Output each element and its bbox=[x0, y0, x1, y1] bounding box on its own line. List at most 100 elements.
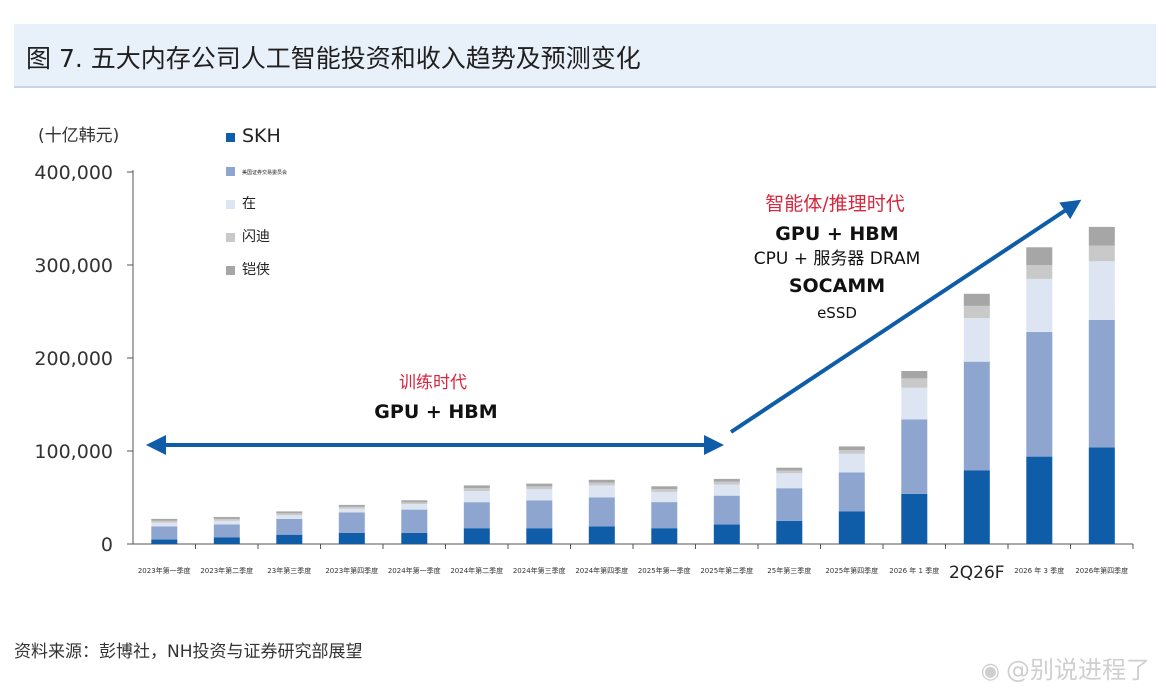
figure-title: 图 7. 五大内存公司人工智能投资和收入趋势及预测变化 bbox=[26, 44, 641, 73]
bar-segment bbox=[776, 520, 803, 545]
bar-segment bbox=[901, 371, 928, 379]
bar-segment bbox=[1088, 226, 1115, 246]
x-tick-label: 2024年第二季度 bbox=[450, 566, 503, 575]
bar-segment bbox=[776, 467, 803, 471]
bar-segment bbox=[651, 528, 678, 544]
bar-segment bbox=[213, 524, 240, 538]
bar-segment bbox=[651, 489, 678, 492]
bar-segment bbox=[276, 513, 303, 516]
legend-swatch bbox=[226, 167, 235, 176]
bar-segment bbox=[713, 484, 740, 496]
bar-segment bbox=[1088, 319, 1115, 448]
bar-segment bbox=[276, 511, 303, 514]
training-tech-label: GPU + HBM bbox=[374, 401, 497, 423]
legend-label: 铠侠 bbox=[242, 262, 270, 278]
bar-segment bbox=[838, 446, 865, 451]
x-tick-label: 2025年第一季度 bbox=[638, 566, 691, 575]
legend-swatch bbox=[226, 133, 235, 142]
bar-segment bbox=[151, 539, 178, 544]
bar-segment bbox=[963, 305, 990, 318]
y-tick-label: 0 bbox=[101, 534, 113, 556]
bar-segment bbox=[401, 532, 428, 544]
x-tick-label: 2023年第二季度 bbox=[200, 566, 253, 575]
bar-segment bbox=[1026, 332, 1053, 457]
x-tick-label: 2024年第四季度 bbox=[575, 566, 628, 575]
bar-segment bbox=[713, 478, 740, 482]
bar-segment bbox=[463, 488, 490, 491]
watermark-text: @别说进程了 bbox=[1006, 656, 1150, 684]
y-tick-label: 300,000 bbox=[34, 255, 113, 277]
bar-segment bbox=[463, 502, 490, 529]
bar-segment bbox=[713, 495, 740, 525]
x-tick-label: 2026 年 3 季度 bbox=[1014, 566, 1064, 575]
bar-segment bbox=[276, 534, 303, 544]
bar-segment bbox=[276, 518, 303, 535]
bar-segment bbox=[338, 508, 365, 513]
bar-segment bbox=[838, 450, 865, 454]
bar-segment bbox=[838, 511, 865, 544]
agent-tech-label: GPU + HBM bbox=[775, 223, 898, 245]
legend-label: SKH bbox=[242, 125, 281, 147]
training-era-label: 训练时代 bbox=[399, 373, 467, 393]
bar-segment bbox=[213, 520, 240, 525]
x-tick-label: 25年第三季度 bbox=[767, 566, 811, 575]
x-tick-label: 2024年第一季度 bbox=[388, 566, 441, 575]
bar-segment bbox=[776, 473, 803, 489]
bar-segment bbox=[838, 453, 865, 473]
agent-era-arrow bbox=[729, 199, 1082, 434]
bar-segment bbox=[151, 518, 178, 521]
bar-segment bbox=[776, 488, 803, 521]
watermark: ◉ @别说进程了 bbox=[981, 650, 1150, 685]
agent-era-label: 智能体/推理时代 bbox=[765, 193, 904, 215]
bar-segment bbox=[588, 526, 615, 544]
bar-segment bbox=[401, 502, 428, 504]
agent-tech-label: SOCAMM bbox=[789, 275, 885, 297]
agent-tech-label: CPU + 服务器 DRAM bbox=[754, 249, 921, 269]
y-tick-label: 400,000 bbox=[34, 162, 113, 184]
legend-label: 美国证券交易委员会 bbox=[242, 170, 288, 176]
x-tick-label: 2025年第二季度 bbox=[700, 566, 753, 575]
bar-segment bbox=[338, 532, 365, 544]
bar-segment bbox=[1088, 261, 1115, 320]
x-tick-label: 2023年第一季度 bbox=[138, 566, 191, 575]
bar-segment bbox=[651, 502, 678, 529]
bar-segment bbox=[901, 493, 928, 544]
legend-label: 闪迪 bbox=[242, 229, 270, 245]
legend-swatch bbox=[226, 233, 235, 242]
bar-segment bbox=[526, 500, 553, 529]
x-tick-label: 2026 年 1 季度 bbox=[889, 566, 939, 575]
bar-segment bbox=[463, 485, 490, 489]
bar-segment bbox=[526, 486, 553, 490]
bar-segment bbox=[1088, 245, 1115, 262]
x-tick-label: 2024年第三季度 bbox=[513, 566, 566, 575]
bar-segment bbox=[963, 361, 990, 471]
title-bar: 图 7. 五大内存公司人工智能投资和收入趋势及预测变化 bbox=[14, 24, 1156, 88]
bar-segment bbox=[338, 506, 365, 509]
bar-segment bbox=[713, 481, 740, 485]
bar-segment bbox=[1026, 456, 1053, 544]
bar-segment bbox=[588, 482, 615, 486]
y-tick-label: 200,000 bbox=[34, 348, 113, 370]
bar-segment bbox=[213, 537, 240, 544]
bar-segment bbox=[526, 489, 553, 501]
bar-segment bbox=[963, 293, 990, 306]
bar-segment bbox=[463, 491, 490, 503]
bar-segment bbox=[588, 485, 615, 498]
bar-segment bbox=[151, 522, 178, 527]
bar-segment bbox=[963, 318, 990, 362]
x-tick-label: 2025年第四季度 bbox=[825, 566, 878, 575]
bar-segment bbox=[1026, 278, 1053, 332]
legend-label: 在 bbox=[242, 196, 256, 212]
bar-segment bbox=[526, 528, 553, 544]
bar-segment bbox=[151, 520, 178, 523]
bar-segment bbox=[401, 504, 428, 510]
y-axis-unit-label: (十亿韩元) bbox=[38, 126, 120, 146]
bar-segment bbox=[151, 526, 178, 540]
x-tick-label: 2Q26F bbox=[949, 563, 1005, 583]
bar-segment bbox=[963, 470, 990, 544]
bar-segment bbox=[213, 517, 240, 519]
bar-segment bbox=[651, 491, 678, 503]
bar-segment bbox=[776, 470, 803, 474]
bar-segment bbox=[838, 472, 865, 512]
